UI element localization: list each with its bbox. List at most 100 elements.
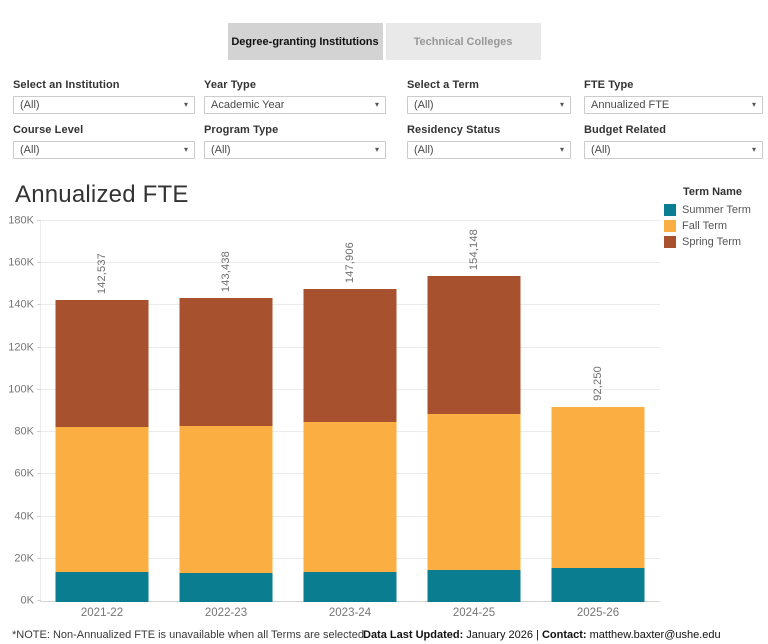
x-axis-label-2021-22: 2021-22: [80, 607, 124, 619]
filter-select-an-institution: Select an Institution (All) ▾: [13, 79, 195, 114]
legend-label: Summer Term: [682, 204, 751, 216]
y-tick-mark: [37, 431, 41, 433]
stacked-bar-2025-26[interactable]: [551, 406, 645, 602]
x-axis-label-2022-23: 2022-23: [204, 607, 248, 619]
filter-label: Residency Status: [407, 124, 501, 136]
dropdown-value: (All): [20, 144, 40, 156]
chart-title: Annualized FTE: [15, 181, 189, 208]
stacked-bar-2022-23[interactable]: [179, 298, 273, 602]
bar-segment-summer-term[interactable]: [179, 572, 273, 602]
stacked-bar-2021-22[interactable]: [55, 300, 149, 602]
legend: Term Name Summer Term Fall Term Spring Ter…: [660, 186, 765, 252]
y-tick-label: 0K: [20, 594, 34, 607]
y-tick-label: 80K: [14, 425, 34, 438]
tab-degree-granting-institutions[interactable]: Degree-granting Institutions: [227, 23, 383, 60]
data-last-updated-value: January 2026 |: [463, 629, 542, 641]
bar-segment-spring-term[interactable]: [303, 288, 397, 423]
legend-item-summer-term[interactable]: Summer Term: [660, 204, 765, 216]
tab-bar: Degree-granting Institutions Technical Co…: [0, 23, 768, 60]
chevron-down-icon: ▾: [559, 100, 564, 109]
filter-select-a-term: Select a Term (All) ▾: [407, 79, 571, 114]
stacked-bar-2023-24[interactable]: [303, 288, 397, 602]
bar-band-2023-24: 147,906: [288, 221, 412, 602]
legend-item-spring-term[interactable]: Spring Term: [660, 236, 765, 248]
bar-segment-spring-term[interactable]: [179, 298, 273, 427]
bar-total-label: 143,438: [220, 251, 232, 293]
bar-total-label: 154,148: [468, 228, 480, 270]
contact-label: Contact:: [541, 629, 587, 641]
gridline: [41, 262, 660, 264]
filter-budget-related: Budget Related (All) ▾: [584, 124, 763, 159]
bar-segment-fall-term[interactable]: [55, 427, 149, 573]
y-tick-mark: [37, 262, 41, 264]
footer-note: *NOTE: Non-Annualized FTE is unavailable…: [12, 629, 364, 641]
dropdown-residency-status[interactable]: (All) ▾: [407, 141, 571, 159]
x-axis-labels: 2021-22 2022-23 2023-24 2024-25 2025-26: [40, 607, 660, 619]
plot-area: 0K 20K 40K 60K 80K 100K 120K 140K 160K 180K 142,5…: [8, 215, 660, 606]
dropdown-budget-related[interactable]: (All) ▾: [584, 141, 763, 159]
data-last-updated-label: Data Last Updated:: [363, 629, 464, 641]
filter-year-type: Year Type Academic Year ▾: [204, 79, 386, 114]
stacked-bar-2024-25[interactable]: [427, 275, 521, 602]
legend-items: Summer Term Fall Term Spring Term: [660, 204, 765, 248]
bar-segment-fall-term[interactable]: [427, 413, 521, 570]
bar-segment-summer-term[interactable]: [55, 572, 149, 602]
bar-segment-spring-term[interactable]: [427, 275, 521, 414]
bar-band-2021-22: 142,537: [40, 221, 164, 602]
legend-label: Fall Term: [682, 220, 728, 232]
dropdown-program-type[interactable]: (All) ▾: [204, 141, 386, 159]
y-tick-mark: [37, 388, 41, 390]
tab-technical-colleges[interactable]: Technical Colleges: [385, 23, 541, 60]
dropdown-value: (All): [414, 99, 434, 111]
y-tick-mark: [37, 473, 41, 475]
x-axis-label-2024-25: 2024-25: [452, 607, 496, 619]
y-tick-label: 60K: [14, 467, 34, 480]
bar-total-label: 142,537: [96, 253, 108, 295]
dropdown-value: (All): [20, 99, 40, 111]
bar-segment-summer-term[interactable]: [303, 572, 397, 602]
y-tick-label: 40K: [14, 510, 34, 523]
y-tick-label: 140K: [8, 298, 34, 311]
y-tick-mark: [37, 304, 41, 306]
dropdown-fte-type[interactable]: Annualized FTE ▾: [584, 96, 763, 114]
filter-fte-type: FTE Type Annualized FTE ▾: [584, 79, 763, 114]
dropdown-course-level[interactable]: (All) ▾: [13, 141, 195, 159]
x-axis-label-2023-24: 2023-24: [328, 607, 372, 619]
chevron-down-icon: ▾: [751, 100, 756, 109]
legend-swatch-icon: [664, 204, 676, 216]
y-tick-mark: [37, 220, 41, 221]
filter-label: Year Type: [204, 79, 257, 91]
dropdown-year-type[interactable]: Academic Year ▾: [204, 96, 386, 114]
chevron-down-icon: ▾: [751, 145, 756, 154]
dropdown-select-an-institution[interactable]: (All) ▾: [13, 96, 195, 114]
bar-segment-fall-term[interactable]: [303, 422, 397, 573]
y-tick-label: 180K: [8, 214, 34, 227]
legend-title: Term Name: [682, 186, 743, 198]
bar-total-label: 92,250: [592, 365, 604, 401]
filter-label: Select a Term: [407, 79, 480, 91]
bar-segment-fall-term[interactable]: [551, 406, 645, 568]
filter-residency-status: Residency Status (All) ▾: [407, 124, 571, 159]
dropdown-value: (All): [211, 144, 231, 156]
bar-segment-fall-term[interactable]: [179, 426, 273, 573]
legend-item-fall-term[interactable]: Fall Term: [660, 220, 765, 232]
x-axis-label-2025-26: 2025-26: [576, 607, 620, 619]
chevron-down-icon: ▾: [374, 145, 379, 154]
bar-segment-summer-term[interactable]: [551, 567, 645, 602]
y-tick-mark: [37, 557, 41, 559]
dropdown-select-a-term[interactable]: (All) ▾: [407, 96, 571, 114]
bar-segment-spring-term[interactable]: [55, 300, 149, 428]
dropdown-value: Academic Year: [211, 99, 285, 111]
legend-swatch-icon: [664, 236, 676, 248]
filter-row-2: Course Level (All) ▾ Program Type (All) ▾ Resi…: [13, 124, 763, 159]
y-tick-label: 160K: [8, 256, 34, 269]
dropdown-value: Annualized FTE: [591, 99, 670, 111]
y-tick-mark: [37, 515, 41, 517]
bar-band-2025-26: 92,250: [536, 221, 660, 602]
bar-band-2024-25: 154,148: [412, 221, 536, 602]
contact-value[interactable]: matthew.baxter@ushe.edu: [586, 629, 721, 641]
chevron-down-icon: ▾: [183, 145, 188, 154]
bar-segment-summer-term[interactable]: [427, 569, 521, 602]
filter-label: Select an Institution: [13, 79, 120, 91]
